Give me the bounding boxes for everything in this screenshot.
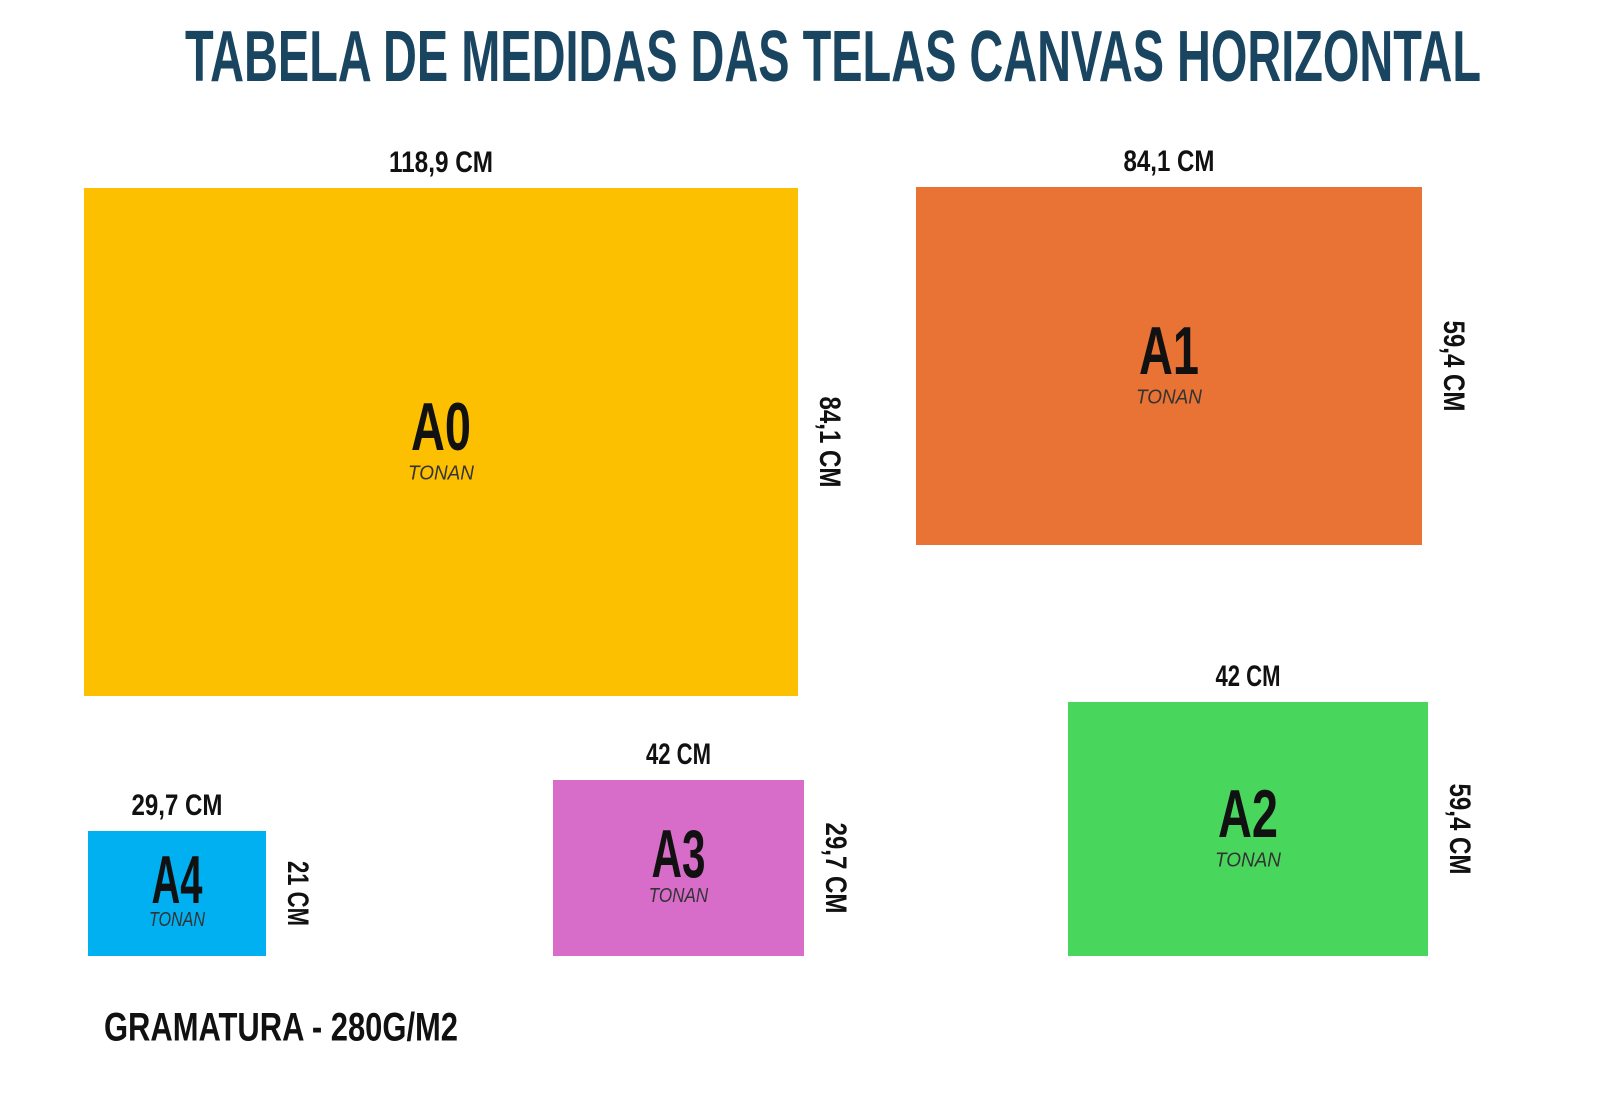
width-label: 42 CM [646, 738, 711, 771]
footer: GRAMATURA - 280G/M2 [104, 1006, 458, 1050]
height-label: 29,7 CM [819, 823, 852, 914]
width-label: 42 CM [1216, 660, 1281, 693]
sheet [916, 187, 1422, 545]
sheet [84, 188, 798, 696]
brand: TONAN [649, 885, 709, 907]
brand: TONAN [1215, 849, 1282, 871]
width-label: 118,9 CM [389, 146, 493, 179]
sheet-name: A1 [1139, 313, 1199, 389]
sheet [1068, 702, 1428, 956]
height-label: 59,4 CM [1443, 784, 1476, 875]
sheet-name: A4 [152, 842, 203, 918]
title: TABELA DE MEDIDAS DAS TELAS CANVAS HORIZ… [185, 17, 1481, 97]
sheet [553, 780, 804, 956]
sheet-name: A2 [1218, 776, 1278, 852]
height-label: 84,1 CM [813, 397, 846, 488]
height-label: 59,4 CM [1437, 321, 1470, 412]
brand: TONAN [408, 462, 475, 484]
width-label: 29,7 CM [132, 789, 223, 822]
sheet-name: A0 [411, 389, 471, 465]
sheet-name: A3 [652, 816, 706, 892]
brand: TONAN [1136, 386, 1203, 408]
sheet [88, 831, 266, 956]
height-label: 21 CM [281, 861, 314, 926]
brand: TONAN [149, 909, 206, 931]
width-label: 84,1 CM [1124, 145, 1215, 178]
